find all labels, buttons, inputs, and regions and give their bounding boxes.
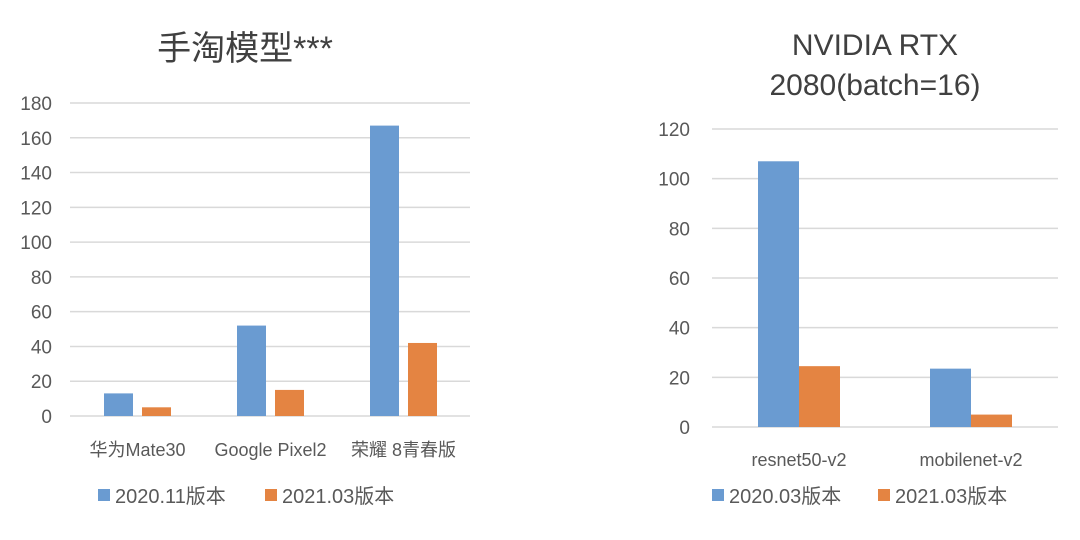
legend-label: 2021.03版本 (895, 485, 1007, 508)
y-tick-label: 60 (31, 303, 52, 324)
chart-1: 手淘模型*** 0 20 40 60 80 100 120 140 160 180 华为Mate30 G… (20, 30, 470, 508)
y-tick-label: 120 (20, 198, 52, 219)
y-tick-label: 100 (658, 170, 690, 191)
y-tick-label: 20 (669, 368, 690, 389)
y-tick-label: 160 (20, 129, 52, 150)
x-category-label: mobilenet-v2 (919, 450, 1022, 470)
y-tick-label: 120 (658, 120, 690, 141)
bar-1 (370, 125, 399, 416)
chart-title: 2080(batch=16) (770, 69, 981, 102)
y-tick-label: 20 (31, 372, 52, 393)
legend-label: 2020.03版本 (729, 485, 841, 508)
chart-2: NVIDIA RTX 2080(batch=16) 0 20 40 60 80 100 120 r… (658, 29, 1058, 508)
bar-1 (930, 368, 971, 427)
y-tick-label: 0 (41, 407, 52, 428)
legend-swatch (712, 489, 724, 501)
y-tick-label: 60 (669, 269, 690, 290)
x-category-label: 华为Mate30 (89, 440, 185, 460)
bar-2 (799, 366, 840, 427)
bar-1 (104, 393, 133, 416)
bar-2 (275, 389, 304, 416)
y-tick-label: 140 (20, 164, 52, 185)
y-tick-label: 80 (669, 219, 690, 240)
x-category-label: 荣耀 8青春版 (351, 440, 456, 460)
x-category-label: resnet50-v2 (751, 450, 846, 470)
legend-swatch (265, 489, 277, 501)
y-tick-label: 0 (679, 418, 690, 439)
x-category-label: Google Pixel2 (214, 440, 326, 460)
y-tick-label: 180 (20, 94, 52, 115)
legend-swatch (878, 489, 890, 501)
chart-title: 手淘模型*** (157, 30, 333, 68)
legend-swatch (98, 489, 110, 501)
y-tick-label: 100 (20, 233, 52, 254)
y-tick-label: 80 (31, 268, 52, 289)
legend-label: 2021.03版本 (282, 485, 394, 508)
bar-2 (142, 407, 171, 416)
y-tick-label: 40 (31, 337, 52, 358)
bar-1 (758, 161, 799, 428)
chart-title: NVIDIA RTX (792, 29, 958, 62)
legend-label: 2020.11版本 (115, 485, 226, 508)
bar-2 (408, 342, 437, 416)
bar-1 (237, 325, 266, 416)
bar-2 (971, 414, 1012, 427)
y-tick-label: 40 (669, 319, 690, 340)
